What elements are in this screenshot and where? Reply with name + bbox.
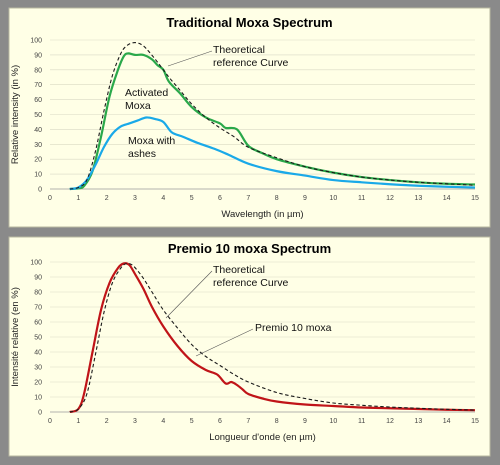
annotation-label: reference Curve	[213, 57, 288, 69]
y-axis-label: Intensité relative (en %)	[10, 287, 21, 387]
y-tick-label: 30	[34, 142, 42, 149]
x-tick-label: 15	[471, 195, 479, 202]
y-tick-label: 100	[30, 38, 42, 45]
y-tick-label: 30	[34, 365, 42, 372]
y-tick-label: 60	[34, 97, 42, 104]
annotation-label: Moxa	[125, 100, 151, 112]
x-tick-label: 1	[76, 195, 80, 202]
x-tick-label: 0	[48, 195, 52, 202]
x-tick-label: 10	[329, 195, 337, 202]
y-tick-label: 100	[30, 260, 42, 267]
y-tick-label: 70	[34, 305, 42, 312]
y-tick-label: 80	[34, 67, 42, 74]
y-tick-label: 0	[38, 410, 42, 417]
chart-panel	[8, 236, 491, 457]
annotation-label: Premio 10 moxa	[255, 322, 332, 334]
x-tick-label: 12	[386, 418, 394, 425]
x-tick-label: 4	[161, 418, 165, 425]
x-tick-label: 15	[471, 418, 479, 425]
annotation-label: Theoretical	[213, 264, 265, 276]
x-tick-label: 1	[76, 418, 80, 425]
x-tick-label: 13	[414, 418, 422, 425]
chart-panel	[8, 7, 491, 228]
y-tick-label: 40	[34, 127, 42, 134]
x-tick-label: 9	[303, 195, 307, 202]
x-tick-label: 6	[218, 418, 222, 425]
x-tick-label: 7	[246, 418, 250, 425]
x-tick-label: 7	[246, 195, 250, 202]
x-tick-label: 12	[386, 195, 394, 202]
series-line-theoretical-reference-curve	[69, 42, 476, 190]
x-tick-label: 5	[190, 195, 194, 202]
x-tick-label: 3	[133, 195, 137, 202]
annotation-label: Moxa with	[128, 135, 175, 147]
x-tick-label: 3	[133, 418, 137, 425]
x-tick-label: 0	[48, 418, 52, 425]
x-axis-label: Longueur d'onde (en µm)	[209, 432, 316, 443]
x-tick-label: 11	[358, 418, 365, 425]
y-tick-label: 60	[34, 320, 42, 327]
series-line-theoretical-reference-curve	[69, 262, 476, 413]
x-tick-label: 2	[105, 195, 109, 202]
y-tick-label: 40	[34, 350, 42, 357]
y-tick-label: 90	[34, 52, 42, 59]
annotation-label: Theoretical	[213, 44, 265, 56]
x-tick-label: 6	[218, 195, 222, 202]
annotation-pointer	[195, 328, 254, 357]
x-tick-label: 5	[190, 418, 194, 425]
y-tick-label: 10	[34, 172, 42, 179]
y-axis-label: Relative intensity (in %)	[10, 65, 21, 164]
chart-title: Premio 10 moxa Spectrum	[168, 241, 331, 256]
series-line-premio-10-moxa	[69, 262, 476, 414]
x-tick-label: 13	[414, 195, 422, 202]
y-tick-label: 20	[34, 380, 42, 387]
y-tick-label: 10	[34, 395, 42, 402]
x-tick-label: 14	[443, 195, 451, 202]
x-axis-label: Wavelength (in µm)	[221, 209, 303, 220]
x-tick-label: 10	[329, 418, 337, 425]
annotation-pointer	[167, 50, 213, 67]
x-tick-label: 2	[105, 418, 109, 425]
x-tick-label: 8	[275, 418, 279, 425]
y-tick-label: 50	[34, 335, 42, 342]
annotation-label: reference Curve	[213, 277, 288, 289]
y-tick-label: 80	[34, 290, 42, 297]
y-tick-label: 50	[34, 112, 42, 119]
x-tick-label: 4	[161, 195, 165, 202]
x-tick-label: 11	[358, 195, 365, 202]
chart-title: Traditional Moxa Spectrum	[166, 15, 332, 30]
y-tick-label: 70	[34, 82, 42, 89]
y-tick-label: 20	[34, 157, 42, 164]
premio-10-moxa-spectrum-chart: Premio 10 moxa Spectrum01020304050607080…	[8, 236, 491, 457]
x-tick-label: 9	[303, 418, 307, 425]
traditional-moxa-spectrum-chart: Traditional Moxa Spectrum010203040506070…	[8, 7, 491, 228]
annotation-pointer	[165, 270, 213, 319]
y-tick-label: 0	[38, 187, 42, 194]
x-tick-label: 8	[275, 195, 279, 202]
x-tick-label: 14	[443, 418, 451, 425]
series-line-moxa-with-ashes	[69, 116, 476, 191]
annotation-label: ashes	[128, 148, 156, 160]
annotation-label: Activated	[125, 87, 168, 99]
y-tick-label: 90	[34, 275, 42, 282]
